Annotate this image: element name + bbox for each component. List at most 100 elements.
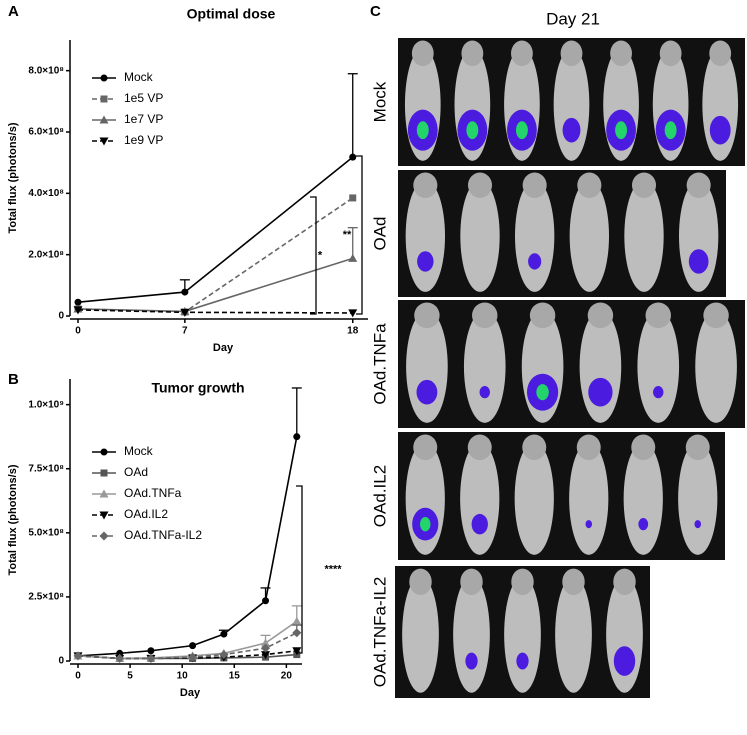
signal-core [416, 121, 429, 140]
mouse-head [631, 434, 656, 461]
data-point [349, 194, 357, 202]
panel-letter: A [8, 3, 19, 20]
mouse-head [577, 172, 602, 198]
signal-core [536, 384, 549, 401]
signal [465, 652, 478, 670]
legend-label: OAd.IL2 [124, 507, 168, 521]
y-tick-label: 0 [58, 656, 64, 667]
data-point [349, 153, 357, 161]
signal [638, 518, 649, 531]
signal-core [515, 121, 528, 140]
significance-bracket [356, 155, 363, 315]
legend-marker [100, 469, 108, 477]
legend-marker [99, 489, 109, 498]
signal [516, 652, 529, 670]
data-point [180, 308, 190, 317]
legend-label: 1e5 VP [124, 91, 163, 105]
y-tick-label: 6.0×10⁸ [28, 127, 64, 138]
mouse-head [631, 172, 657, 198]
mouse [405, 180, 446, 292]
data-point [73, 651, 83, 661]
x-tick-label: 0 [75, 326, 81, 337]
row-label: OAd.IL2 [370, 465, 389, 527]
signal [688, 249, 709, 274]
mouse-head [472, 302, 498, 329]
mouse [569, 180, 610, 292]
significance-bracket [296, 485, 303, 654]
signal [588, 377, 613, 407]
mouse-head [576, 434, 601, 461]
mouse [553, 48, 590, 161]
mouse-head [685, 434, 710, 461]
image-row [398, 432, 725, 560]
legend-marker [99, 115, 109, 124]
x-tick-label: 20 [281, 671, 293, 682]
mouse-head [467, 434, 492, 461]
series-line [77, 436, 298, 657]
mouse-head [529, 302, 556, 329]
signal [471, 513, 488, 535]
data-point [262, 597, 270, 605]
signal [613, 646, 636, 676]
series-line [77, 257, 353, 313]
error-bar [291, 387, 302, 437]
panel-letter: C [370, 3, 381, 20]
significance-bracket [310, 196, 317, 315]
mouse-head [413, 172, 438, 198]
mouse-head [467, 172, 493, 198]
mouse-head [409, 568, 432, 596]
data-point [292, 616, 302, 625]
mouse-head [414, 302, 440, 329]
image-row [398, 300, 745, 428]
x-axis-label: Day [213, 342, 234, 354]
mouse-head [659, 40, 682, 67]
mouse [406, 310, 448, 423]
y-axis-label: Total flux (photons/s) [7, 464, 19, 575]
significance-label: * [318, 249, 323, 261]
signal [562, 117, 581, 143]
mouse [514, 180, 555, 292]
mouse [460, 180, 500, 292]
series-line [77, 197, 354, 313]
mouse [678, 442, 718, 555]
legend-marker [99, 511, 109, 520]
mouse-head [686, 172, 711, 198]
image-row [398, 170, 726, 297]
mouse [463, 310, 506, 423]
error-bar [347, 73, 358, 158]
y-tick-label: 2.5×10⁸ [28, 592, 64, 603]
data-point [181, 288, 189, 296]
imaging-panel: Mock OAd OAd.TNFa OAd.IL2 OAd.TNFa-IL2 [370, 38, 745, 698]
data-point [261, 643, 271, 653]
mouse-head [610, 40, 632, 67]
panel-letter: B [8, 371, 19, 388]
x-tick-label: 7 [182, 326, 188, 337]
mouse-head [460, 568, 483, 596]
x-tick-label: 18 [347, 326, 359, 337]
y-tick-label: 8.0×10⁸ [28, 65, 64, 76]
y-tick-label: 5.0×10⁸ [28, 527, 64, 538]
data-point [74, 298, 82, 306]
series-line [77, 309, 353, 314]
data-point [348, 309, 358, 318]
mouse-head [511, 568, 534, 596]
mouse [453, 576, 490, 693]
signal [416, 379, 438, 405]
x-axis-label: Day [180, 687, 201, 699]
data-point [146, 653, 156, 663]
y-tick-label: 4.0×10⁸ [28, 188, 64, 199]
mouse-head [645, 302, 671, 329]
legend-marker [99, 137, 109, 146]
mouse [695, 310, 737, 423]
series-line [77, 156, 354, 303]
data-point [292, 647, 302, 656]
mouse [569, 442, 609, 555]
mouse [624, 180, 664, 292]
panel-title: Day 21 [546, 9, 600, 28]
data-point [115, 653, 125, 663]
error-bar [347, 227, 358, 259]
x-tick-label: 5 [127, 671, 133, 682]
mouse-head [709, 40, 732, 67]
mouse [623, 442, 663, 555]
y-tick-label: 2.0×10⁸ [28, 249, 64, 260]
